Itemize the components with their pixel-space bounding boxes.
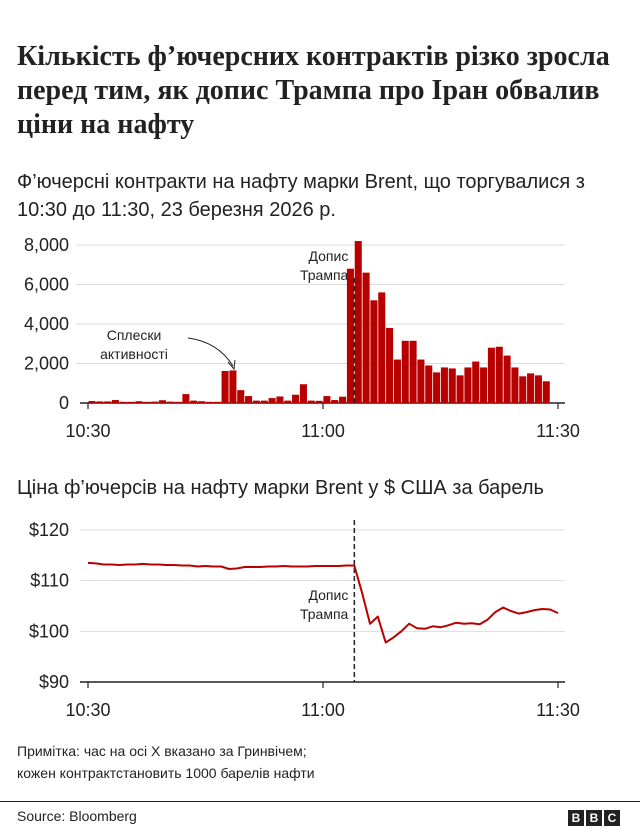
x-tick-label: 10:30 xyxy=(65,421,110,441)
bar xyxy=(182,394,190,403)
bar xyxy=(448,368,456,403)
x-tick-label: 11:30 xyxy=(536,421,580,441)
bar xyxy=(245,396,253,403)
bar xyxy=(331,400,339,403)
chart-title: Кількість ф’ючерсних контрактів різко зр… xyxy=(17,41,610,140)
bar xyxy=(386,327,394,403)
bar xyxy=(464,367,472,403)
bar xyxy=(511,367,519,403)
bar xyxy=(299,384,307,403)
note-line: Примітка: час на осі X вказано за Гринві… xyxy=(17,743,307,759)
bar xyxy=(495,346,503,403)
price-chart-title: Ціна ф’ючерсів на нафту марки Brent у $ … xyxy=(17,477,544,499)
bar xyxy=(190,400,198,403)
bar xyxy=(96,401,104,403)
post-label: Допис xyxy=(309,248,349,264)
bar xyxy=(503,355,511,403)
bar xyxy=(174,401,182,403)
bar xyxy=(307,400,315,403)
bar xyxy=(534,375,542,403)
bar xyxy=(111,400,119,403)
bar xyxy=(158,400,166,403)
post-label: Трампа xyxy=(300,606,349,622)
bar xyxy=(393,359,401,403)
y-tick-label: 8,000 xyxy=(24,235,69,255)
x-tick-label: 11:00 xyxy=(301,700,345,720)
y-tick-label: $90 xyxy=(39,672,69,692)
volume-chart-title: Ф’ючерсні контракти на нафту марки Brent… xyxy=(17,171,585,221)
bursts-arrowhead xyxy=(227,359,236,371)
volume-bar-chart: 0 2,000 4,000 6,000 8,000 10:30 11:00 11:30 Допи… xyxy=(24,235,580,441)
bar xyxy=(284,400,292,403)
bar xyxy=(205,401,213,403)
bar xyxy=(88,401,96,403)
bar xyxy=(527,373,535,403)
bar xyxy=(135,401,143,403)
logo-letter: C xyxy=(604,810,620,826)
bursts-arrow xyxy=(187,337,234,367)
y-tick-label: 2,000 xyxy=(24,354,69,374)
bar xyxy=(378,292,386,403)
bar xyxy=(151,401,159,403)
bar xyxy=(104,401,112,403)
bar xyxy=(433,372,441,403)
bar xyxy=(519,376,527,403)
bar xyxy=(339,396,347,403)
bursts-label: активності xyxy=(100,346,168,362)
bar xyxy=(362,272,370,403)
bar xyxy=(487,347,495,403)
bar xyxy=(542,381,550,403)
bar xyxy=(456,375,464,403)
bar xyxy=(127,401,135,403)
bar xyxy=(252,400,260,403)
x-tick-label: 11:00 xyxy=(301,421,345,441)
bar xyxy=(260,400,268,403)
bar xyxy=(401,340,409,403)
y-tick-label: 0 xyxy=(59,393,69,413)
x-tick-label: 10:30 xyxy=(65,700,110,720)
bar xyxy=(268,398,276,403)
bursts-label: Сплески xyxy=(107,327,162,343)
price-line-chart: $90 $100 $110 $120 10:30 11:00 11:30 Допис Трамп… xyxy=(29,520,580,720)
bar xyxy=(346,268,354,403)
bar xyxy=(440,367,448,403)
note-line: кожен контрактстановить 1000 барелів наф… xyxy=(17,765,315,781)
post-label: Допис xyxy=(309,587,349,603)
bar xyxy=(323,396,331,403)
x-tick-label: 11:30 xyxy=(536,700,580,720)
bar xyxy=(425,365,433,403)
bar xyxy=(143,401,151,403)
bar xyxy=(292,394,300,403)
bbc-logo: B B C xyxy=(568,810,620,826)
bar xyxy=(480,367,488,403)
price-line xyxy=(87,561,559,644)
footer-rule xyxy=(0,801,640,802)
bar xyxy=(237,390,245,403)
bar xyxy=(198,401,206,403)
note: Примітка: час на осі X вказано за Гринві… xyxy=(17,740,315,784)
bar xyxy=(409,340,417,403)
y-tick-label: 6,000 xyxy=(24,275,69,295)
logo-letter: B xyxy=(568,810,584,826)
post-label: Трампа xyxy=(300,267,349,283)
bar xyxy=(229,370,237,403)
bar xyxy=(370,300,378,403)
bar xyxy=(354,241,362,403)
y-tick-label: 4,000 xyxy=(24,314,69,334)
bar xyxy=(315,400,323,403)
source: Source: Bloomberg xyxy=(17,808,137,824)
bar xyxy=(166,401,174,403)
bar xyxy=(472,361,480,403)
bar xyxy=(276,396,284,403)
bar xyxy=(417,359,425,403)
y-tick-label: $110 xyxy=(30,571,69,591)
bar xyxy=(213,401,221,403)
y-tick-label: $100 xyxy=(29,621,69,641)
y-tick-label: $120 xyxy=(29,520,69,540)
bar xyxy=(221,371,229,403)
logo-letter: B xyxy=(586,810,602,826)
bar xyxy=(119,401,127,403)
